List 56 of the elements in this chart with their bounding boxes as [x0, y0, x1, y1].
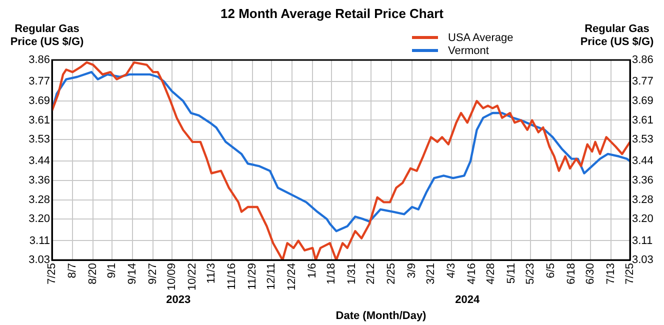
x-tick-label: 8/20	[87, 263, 100, 284]
y2-tick-label: 3.69	[632, 94, 654, 107]
text: 2024	[455, 294, 480, 306]
x-tick-label: 3/9	[406, 263, 418, 278]
x-tick-label: 6/5	[545, 263, 558, 278]
x-tick-label: 4/16	[466, 263, 478, 284]
x-tick-label: 11/3	[206, 263, 218, 284]
x-tick-label: 9/14	[126, 263, 139, 284]
y-tick-label: 3.28	[28, 194, 50, 206]
y2-tick-label: 3.61	[632, 114, 654, 126]
legend-label: USA Average	[448, 32, 514, 44]
y-tick-label: 3.86	[28, 54, 50, 66]
x-tick-label: 5/23	[524, 263, 537, 284]
y-tick-label: 3.36	[28, 174, 50, 187]
x-tick-label: 1/6	[306, 263, 319, 278]
y-tick-label: 3.61	[28, 114, 50, 126]
y2-tick-label: 3.11	[632, 234, 653, 247]
y2-tick-label: 3.20	[632, 213, 654, 226]
x-tick-label: 3/21	[425, 263, 438, 284]
y2-tick-label: 3.53	[632, 134, 654, 146]
x-tick-label: 2/12	[365, 263, 378, 284]
y-tick-label: 3.77	[28, 76, 50, 88]
x-tick-label: 6/30	[584, 263, 597, 284]
y-tick-label: 3.53	[28, 134, 50, 146]
x-tick-label: 11/29	[246, 263, 259, 290]
y2-tick-label: 3.36	[632, 174, 654, 187]
x-tick-label: 1/18	[326, 263, 338, 284]
y2-axis-title: Regular Gas Price (US $/G)	[579, 23, 655, 49]
y-tick-label: 3.44	[28, 155, 50, 168]
x-tick-label: 10/09	[166, 263, 178, 291]
legend-label: Vermont	[448, 44, 489, 56]
x-tick-label: 4/28	[485, 263, 498, 284]
x-tick-label: 9/1	[106, 263, 118, 278]
x-tick-label: 12/24	[286, 263, 298, 291]
x-tick-label: 8/7	[66, 263, 79, 278]
chart-title: 12 Month Average Retail Price Chart	[220, 6, 444, 21]
x-tick-label: 1/31	[346, 263, 358, 284]
x-tick-label: 5/11	[506, 263, 518, 284]
y2-tick-label: 3.86	[632, 54, 654, 66]
x-tick-label: 10/22	[186, 263, 199, 291]
y-tick-label: 3.69	[28, 94, 50, 107]
x-tick-label: 4/3	[446, 263, 458, 278]
y2-tick-label: 3.77	[632, 76, 654, 88]
x-tick-label: 6/18	[566, 263, 578, 284]
x-tick-label: 11/16	[226, 263, 238, 290]
y2-tick-label: 3.44	[632, 155, 654, 168]
y2-tick-label: 3.28	[632, 194, 654, 206]
y-tick-label: 3.20	[28, 213, 50, 226]
x-axis-title: Date (Month/Day)	[336, 310, 427, 322]
y-tick-label: 3.11	[29, 234, 50, 247]
x-tick-label: 7/13	[605, 263, 618, 284]
y-axis-title: Regular Gas Price (US $/G)	[9, 23, 85, 49]
x-tick-label: 9/27	[147, 263, 160, 284]
x-tick-label: 2/25	[386, 263, 398, 284]
x-tick-label: 12/11	[266, 263, 278, 290]
text: 2023	[166, 294, 191, 306]
